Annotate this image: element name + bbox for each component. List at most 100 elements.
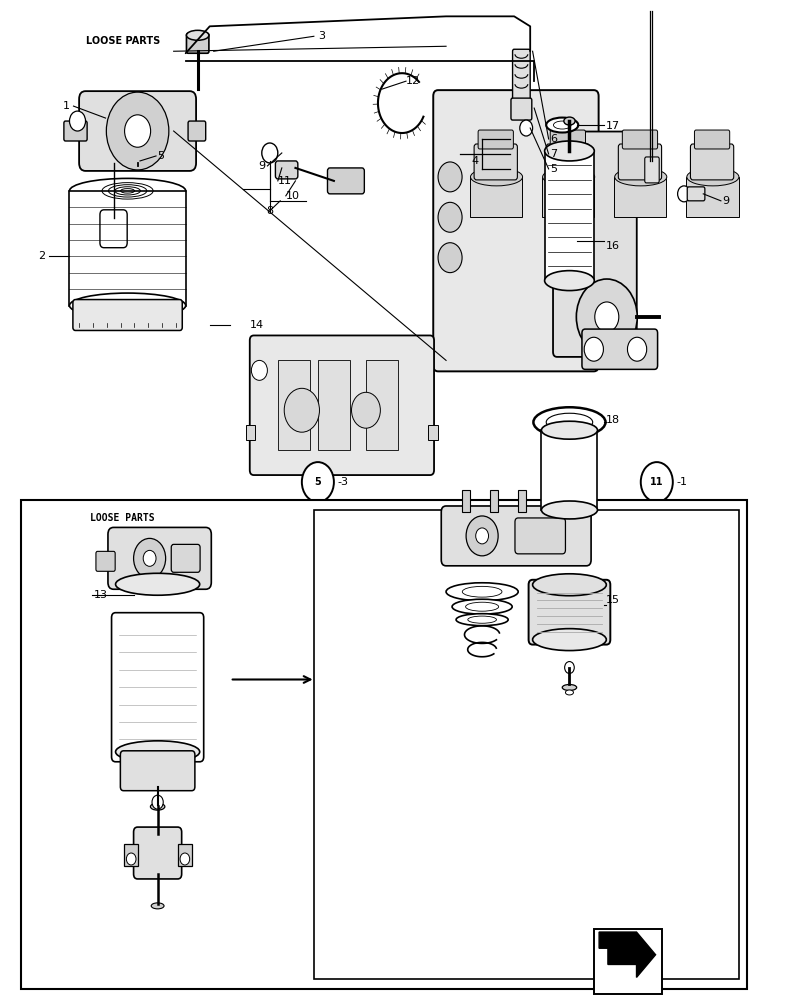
Circle shape (466, 516, 498, 556)
FancyBboxPatch shape (108, 527, 211, 589)
Bar (541, 177, 593, 217)
Bar (613, 177, 666, 217)
Text: 9: 9 (722, 196, 728, 206)
Ellipse shape (470, 168, 522, 186)
Ellipse shape (614, 168, 666, 186)
FancyBboxPatch shape (188, 121, 206, 141)
Bar (517, 490, 525, 512)
Circle shape (106, 92, 169, 170)
FancyBboxPatch shape (100, 210, 127, 248)
Ellipse shape (151, 903, 164, 909)
Text: LOOSE PARTS: LOOSE PARTS (89, 513, 154, 523)
Bar (69, 191, 185, 306)
Bar (593, 929, 662, 994)
Ellipse shape (462, 586, 501, 597)
Ellipse shape (544, 271, 593, 291)
Text: 6: 6 (549, 134, 556, 144)
Bar (462, 490, 470, 512)
FancyBboxPatch shape (622, 130, 657, 149)
Bar (22, 500, 746, 989)
Bar (470, 177, 521, 217)
Text: 16: 16 (605, 241, 620, 251)
Circle shape (519, 120, 532, 136)
FancyBboxPatch shape (186, 33, 209, 53)
Ellipse shape (545, 118, 577, 133)
FancyBboxPatch shape (552, 132, 636, 357)
FancyBboxPatch shape (644, 157, 658, 183)
FancyBboxPatch shape (549, 130, 585, 149)
FancyBboxPatch shape (528, 580, 609, 645)
Text: 5: 5 (157, 151, 165, 161)
Text: 4: 4 (471, 156, 478, 166)
Text: 9: 9 (259, 161, 266, 171)
Ellipse shape (542, 168, 594, 186)
Ellipse shape (540, 501, 597, 519)
Circle shape (126, 853, 136, 865)
Text: 8: 8 (267, 206, 274, 216)
Polygon shape (598, 932, 654, 977)
FancyBboxPatch shape (73, 300, 182, 330)
Text: 18: 18 (605, 415, 620, 425)
Circle shape (594, 302, 618, 332)
FancyBboxPatch shape (79, 91, 196, 171)
Bar (313, 510, 738, 979)
Ellipse shape (69, 178, 185, 203)
Text: 12: 12 (406, 76, 420, 86)
Circle shape (143, 550, 156, 566)
FancyBboxPatch shape (96, 551, 115, 571)
Circle shape (640, 462, 672, 502)
Bar (686, 177, 738, 217)
FancyBboxPatch shape (690, 144, 733, 180)
FancyBboxPatch shape (327, 168, 364, 194)
FancyBboxPatch shape (687, 187, 704, 201)
Ellipse shape (451, 599, 512, 614)
Bar (124, 844, 138, 866)
Text: 5: 5 (314, 477, 321, 487)
Circle shape (677, 186, 690, 202)
Circle shape (626, 337, 646, 361)
Text: 15: 15 (605, 595, 620, 605)
Ellipse shape (69, 293, 185, 318)
FancyBboxPatch shape (511, 98, 531, 120)
Circle shape (152, 795, 163, 809)
FancyBboxPatch shape (433, 90, 598, 371)
Text: LOOSE PARTS: LOOSE PARTS (85, 36, 160, 46)
Ellipse shape (561, 684, 576, 690)
FancyBboxPatch shape (515, 518, 565, 554)
Circle shape (438, 243, 462, 273)
FancyBboxPatch shape (250, 335, 434, 475)
FancyBboxPatch shape (545, 144, 589, 180)
Circle shape (438, 162, 462, 192)
Bar (278, 360, 309, 450)
Bar (365, 360, 397, 450)
Circle shape (584, 337, 603, 361)
Circle shape (475, 528, 488, 544)
Ellipse shape (544, 141, 593, 161)
Bar (540, 430, 597, 510)
Circle shape (251, 360, 267, 380)
Ellipse shape (565, 690, 573, 695)
Bar (428, 425, 438, 440)
FancyBboxPatch shape (441, 506, 590, 566)
Text: -1: -1 (676, 477, 687, 487)
FancyBboxPatch shape (63, 121, 87, 141)
FancyBboxPatch shape (120, 751, 194, 791)
FancyBboxPatch shape (275, 161, 297, 179)
Ellipse shape (540, 421, 597, 439)
Text: -3: -3 (337, 477, 349, 487)
Bar (490, 490, 498, 512)
Ellipse shape (446, 583, 517, 601)
Ellipse shape (186, 30, 209, 40)
Ellipse shape (532, 629, 605, 651)
Ellipse shape (686, 168, 738, 186)
Circle shape (351, 392, 380, 428)
Ellipse shape (532, 407, 605, 437)
Circle shape (133, 538, 165, 578)
Ellipse shape (455, 614, 507, 626)
FancyBboxPatch shape (618, 144, 661, 180)
Bar (317, 360, 349, 450)
Text: 5: 5 (549, 164, 556, 174)
FancyBboxPatch shape (112, 613, 203, 762)
FancyBboxPatch shape (474, 144, 517, 180)
Text: 11: 11 (278, 176, 291, 186)
